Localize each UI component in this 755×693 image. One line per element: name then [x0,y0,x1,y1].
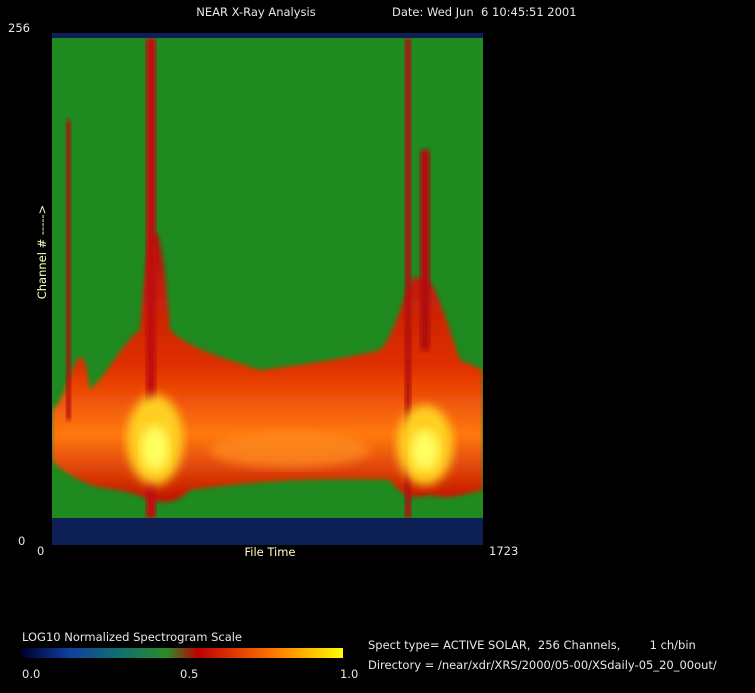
x-min: 0 [37,544,44,558]
spect-type: Spect type= ACTIVE SOLAR, 256 Channels, … [368,638,696,652]
y-max: 256 [8,21,30,35]
date: Date: Wed Jun 6 10:45:51 2001 [392,5,577,19]
spectrogram [52,33,483,545]
colorbar-tick: 0.5 [180,667,198,681]
y-axis-label: Channel # -----> [35,205,49,300]
colorbar-tick: 1.0 [340,667,358,681]
directory: Directory = /near/xdr/XRS/2000/05-00/XSd… [368,658,717,672]
title: NEAR X-Ray Analysis [196,5,315,19]
colorbar-title: LOG10 Normalized Spectrogram Scale [22,630,242,644]
y-min: 0 [18,534,25,548]
colorbar [22,648,343,658]
colorbar-tick: 0.0 [22,667,40,681]
x-max: 1723 [489,544,518,558]
x-axis-label: File Time [244,545,295,559]
